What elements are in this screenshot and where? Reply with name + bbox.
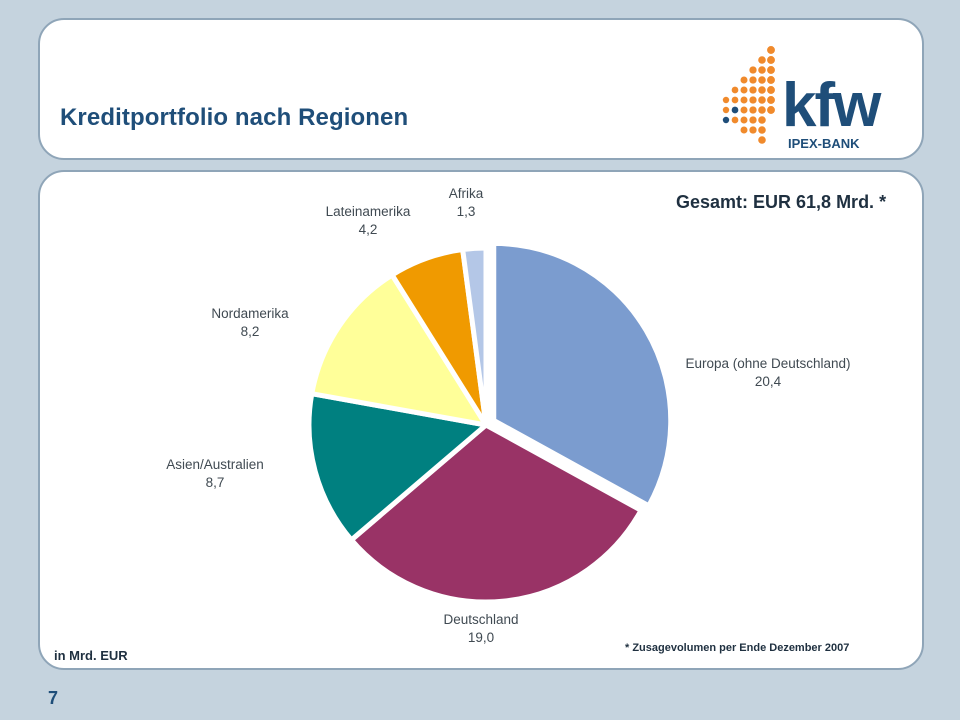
slice-value-label: 8,2	[241, 324, 260, 339]
logo-dot	[749, 96, 757, 104]
logo-dot	[758, 96, 766, 104]
logo-dot	[749, 76, 757, 84]
pie-chart: Europa (ohne Deutschland) 20,4 Deutschland…	[166, 186, 850, 645]
pie-slice-nordamerika	[309, 272, 489, 428]
footnote: * Zusagevolumen per Ende Dezember 2007	[625, 642, 850, 654]
logo-dot	[758, 76, 766, 84]
pie-slice-deutschland	[348, 422, 644, 605]
header-panel: Kreditportfolio nach Regionen kfw IPEX-B…	[38, 18, 924, 160]
logo-dot	[731, 106, 739, 114]
logo-dot	[749, 66, 757, 74]
logo-dot	[740, 116, 748, 124]
slice-label: Europa (ohne Deutschland)	[685, 356, 850, 371]
logo-dot	[749, 86, 757, 94]
page-number: 7	[48, 688, 59, 708]
chart-panel: Europa (ohne Deutschland) 20,4 Deutschland…	[38, 170, 924, 670]
logo-dot	[749, 116, 757, 124]
slice-value-label: 4,2	[359, 222, 378, 237]
logo-dot	[731, 116, 739, 124]
slice-value-label: 20,4	[755, 374, 782, 389]
slice-label: Asien/Australien	[166, 457, 264, 472]
slice-label: Lateinamerika	[326, 204, 411, 219]
pie-slice-europa-ohne-deutschland	[491, 240, 674, 509]
logo-dot	[749, 106, 757, 114]
page-title: Kreditportfolio nach Regionen	[60, 104, 409, 131]
logo-dot	[767, 56, 775, 64]
logo-dots-icon	[722, 46, 775, 144]
pie-slice-afrika	[460, 245, 489, 428]
logo-dot	[731, 96, 739, 104]
logo-dot	[767, 76, 775, 84]
logo-dot	[722, 106, 730, 114]
logo-dot	[758, 126, 766, 134]
logo-dot	[731, 86, 739, 94]
logo-dot	[758, 56, 766, 64]
logo-dot	[758, 116, 766, 124]
logo-dot	[740, 86, 748, 94]
pie-slice-asien-australien	[306, 391, 489, 543]
logo-dot	[722, 116, 730, 124]
logo-dot	[740, 126, 748, 134]
logo-dot	[758, 106, 766, 114]
logo-sub-text: IPEX-BANK	[788, 136, 860, 148]
logo-dot	[767, 96, 775, 104]
total-label: Gesamt: EUR 61,8 Mrd. *	[676, 192, 887, 212]
logo-dot	[740, 96, 748, 104]
logo-dot	[758, 136, 766, 144]
logo-dot	[758, 66, 766, 74]
logo-dot	[722, 96, 730, 104]
slice-label: Afrika	[449, 186, 484, 201]
logo-dot	[740, 76, 748, 84]
logo-dot	[767, 46, 775, 54]
slice-label: Nordamerika	[211, 306, 289, 321]
slice-value-label: 1,3	[457, 204, 476, 219]
logo-dot	[767, 106, 775, 114]
logo-dot	[749, 126, 757, 134]
logo-brand-text: kfw	[782, 71, 882, 140]
slice-label: Deutschland	[443, 612, 518, 627]
logo-dot	[767, 86, 775, 94]
unit-note: in Mrd. EUR	[54, 648, 128, 663]
slice-value-label: 8,7	[206, 475, 225, 490]
logo-dot	[758, 86, 766, 94]
slice-value-label: 19,0	[468, 630, 494, 645]
logo-dot	[740, 106, 748, 114]
kfw-ipex-logo: kfw IPEX-BANK	[722, 46, 884, 148]
logo-dot	[767, 66, 775, 74]
